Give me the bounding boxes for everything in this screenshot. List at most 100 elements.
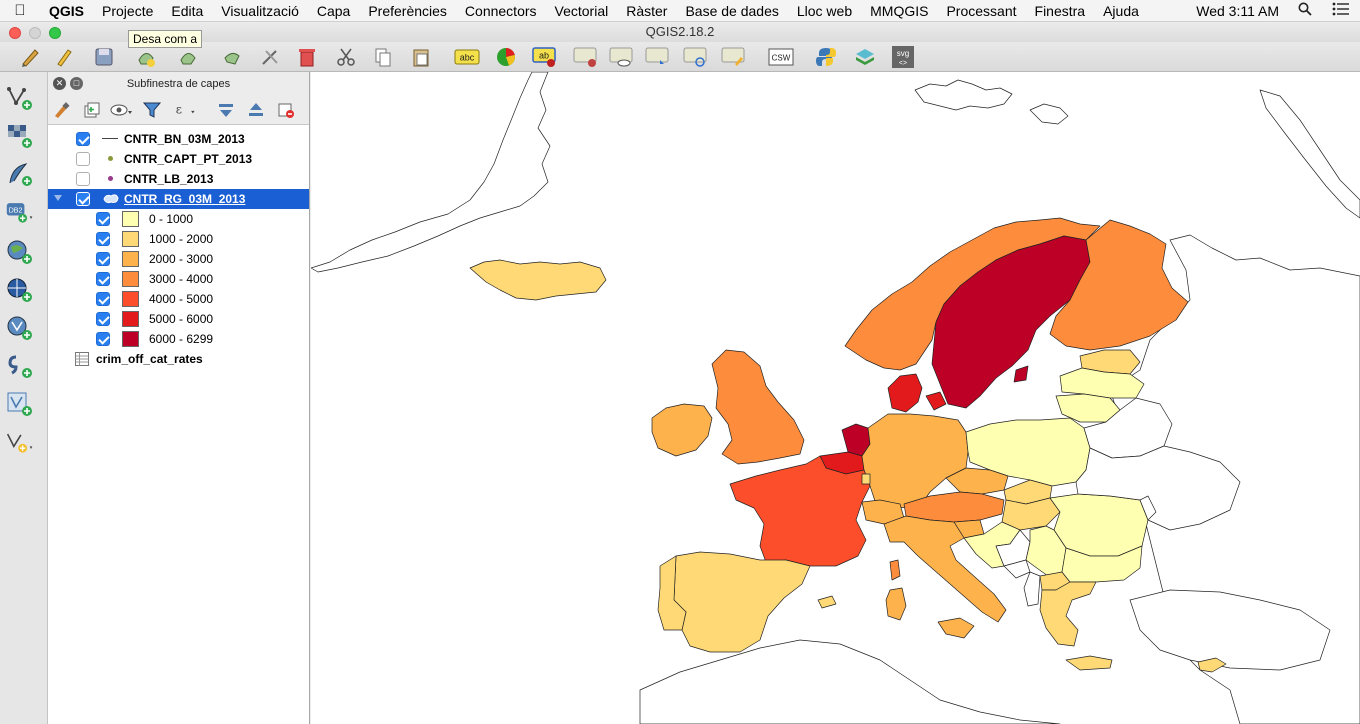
legend-class-row[interactable]: 6000 - 6299 bbox=[48, 329, 309, 349]
diagram-icon[interactable] bbox=[494, 45, 518, 69]
layer-visibility-checkbox[interactable] bbox=[76, 192, 90, 206]
add-db2-layer-icon[interactable]: DB2 bbox=[5, 198, 35, 226]
class-visibility-checkbox[interactable] bbox=[96, 312, 110, 326]
add-group-icon[interactable] bbox=[80, 100, 104, 120]
filter-legend-icon[interactable] bbox=[140, 100, 164, 120]
add-spatialite-layer-icon[interactable] bbox=[5, 160, 35, 188]
layer-item-cntr-rg[interactable]: CNTR_RG_03M_2013 bbox=[48, 189, 309, 209]
menu-capa[interactable]: Capa bbox=[316, 2, 351, 19]
expand-all-icon[interactable] bbox=[214, 100, 238, 120]
cut-features-icon[interactable] bbox=[334, 45, 358, 69]
legend-class-row[interactable]: 5000 - 6000 bbox=[48, 309, 309, 329]
country-ukraine bbox=[1075, 445, 1241, 531]
class-visibility-checkbox[interactable] bbox=[96, 272, 110, 286]
add-wfs-layer-icon[interactable] bbox=[5, 314, 35, 342]
python-console-icon[interactable] bbox=[814, 45, 838, 69]
menu-processant[interactable]: Processant bbox=[946, 2, 1017, 19]
highlight-pinned-labels-icon[interactable] bbox=[573, 45, 599, 69]
copy-features-icon[interactable] bbox=[371, 45, 395, 69]
menu-projecte[interactable]: Projecte bbox=[102, 2, 154, 19]
delete-selected-icon[interactable] bbox=[295, 45, 319, 69]
class-visibility-checkbox[interactable] bbox=[96, 232, 110, 246]
menu-app[interactable]: QGIS bbox=[49, 2, 85, 19]
class-visibility-checkbox[interactable] bbox=[96, 292, 110, 306]
menu-vectorial[interactable]: Vectorial bbox=[554, 2, 609, 19]
class-visibility-checkbox[interactable] bbox=[96, 332, 110, 346]
menu-edita[interactable]: Edita bbox=[171, 2, 204, 19]
float-panel-icon[interactable]: □ bbox=[70, 77, 83, 90]
node-tool-icon[interactable] bbox=[220, 45, 244, 69]
minimize-window-button[interactable] bbox=[29, 27, 41, 39]
delete-selected-tools-icon[interactable] bbox=[258, 45, 282, 69]
menu-connectors[interactable]: Connectors bbox=[464, 2, 537, 19]
menu-base-de-dades[interactable]: Base de dades bbox=[685, 2, 779, 19]
spotlight-search-icon[interactable] bbox=[1288, 2, 1322, 19]
menu-mmqgis[interactable]: MMQGIS bbox=[870, 2, 929, 19]
legend-class-row[interactable]: 0 - 1000 bbox=[48, 209, 309, 229]
new-shapefile-layer-icon[interactable] bbox=[5, 428, 35, 456]
layer-item-cntr-lb[interactable]: CNTR_LB_2013 bbox=[48, 169, 309, 189]
class-swatch bbox=[122, 311, 139, 327]
menu-finestra[interactable]: Finestra bbox=[1034, 2, 1086, 19]
rotate-label-icon[interactable] bbox=[683, 45, 709, 69]
europe-choropleth-map[interactable] bbox=[311, 72, 1360, 724]
layer-visibility-checkbox[interactable] bbox=[76, 152, 90, 166]
notification-center-icon[interactable] bbox=[1322, 2, 1360, 19]
collapse-arrow-icon[interactable] bbox=[54, 195, 62, 201]
layer-item-crim-rates[interactable]: crim_off_cat_rates bbox=[48, 349, 309, 369]
main-toolbar: abc ab CSW svg <> bbox=[0, 42, 1360, 72]
remove-layer-icon[interactable] bbox=[274, 100, 298, 120]
legend-class-row[interactable]: 4000 - 5000 bbox=[48, 289, 309, 309]
class-swatch bbox=[122, 271, 139, 287]
class-visibility-checkbox[interactable] bbox=[96, 212, 110, 226]
filter-by-expression-icon[interactable]: ε bbox=[174, 100, 198, 120]
legend-class-row[interactable]: 1000 - 2000 bbox=[48, 229, 309, 249]
menu-ajuda[interactable]: Ajuda bbox=[1103, 2, 1139, 19]
class-visibility-checkbox[interactable] bbox=[96, 252, 110, 266]
country-portugal bbox=[657, 555, 687, 631]
add-wms-layer-icon[interactable] bbox=[5, 238, 35, 266]
close-panel-icon[interactable]: ✕ bbox=[53, 77, 66, 90]
line-symbol-icon bbox=[102, 138, 118, 139]
map-canvas[interactable] bbox=[311, 72, 1360, 724]
menu-raster[interactable]: Ràster bbox=[626, 2, 668, 19]
add-vector-layer-icon[interactable] bbox=[5, 84, 35, 112]
add-virtual-layer-icon[interactable] bbox=[5, 390, 35, 418]
show-hide-labels-icon[interactable] bbox=[609, 45, 635, 69]
manage-map-themes-icon[interactable] bbox=[110, 100, 134, 120]
move-feature-icon[interactable] bbox=[176, 45, 200, 69]
add-delimited-text-layer-icon[interactable] bbox=[5, 352, 35, 380]
menu-preferencies[interactable]: Preferències bbox=[368, 2, 447, 19]
menubar-clock[interactable]: Wed 3:11 AM bbox=[1196, 2, 1279, 19]
layer-name: CNTR_RG_03M_2013 bbox=[124, 192, 246, 206]
layer-visibility-checkbox[interactable] bbox=[76, 132, 90, 146]
move-label-icon[interactable] bbox=[645, 45, 671, 69]
save-layer-edits-icon[interactable] bbox=[92, 45, 116, 69]
svg-export-icon[interactable]: svg <> bbox=[891, 45, 915, 69]
metasearch-csw-icon[interactable]: CSW bbox=[768, 45, 794, 69]
open-layer-styling-icon[interactable] bbox=[50, 100, 74, 120]
zoom-window-button[interactable] bbox=[49, 27, 61, 39]
add-feature-icon[interactable] bbox=[134, 45, 158, 69]
layer-item-cntr-capt[interactable]: CNTR_CAPT_PT_2013 bbox=[48, 149, 309, 169]
add-wcs-layer-icon[interactable] bbox=[5, 276, 35, 304]
current-edits-icon[interactable] bbox=[18, 45, 42, 69]
legend-class-row[interactable]: 3000 - 4000 bbox=[48, 269, 309, 289]
menu-lloc-web[interactable]: Lloc web bbox=[796, 2, 853, 19]
layer-stack-plugin-icon[interactable] bbox=[853, 45, 877, 69]
toggle-editing-icon[interactable] bbox=[52, 45, 76, 69]
legend-class-row[interactable]: 2000 - 3000 bbox=[48, 249, 309, 269]
close-window-button[interactable] bbox=[9, 27, 21, 39]
collapse-all-icon[interactable] bbox=[244, 100, 268, 120]
add-raster-layer-icon[interactable] bbox=[5, 122, 35, 150]
class-label: 3000 - 4000 bbox=[149, 272, 214, 286]
menu-visualitzacio[interactable]: Visualització bbox=[221, 2, 299, 19]
pin-labels-icon[interactable]: ab bbox=[532, 45, 558, 69]
apple-icon[interactable]:  bbox=[0, 2, 40, 19]
point-symbol-icon bbox=[108, 156, 113, 161]
layer-item-cntr-bn[interactable]: CNTR_BN_03M_2013 bbox=[48, 129, 309, 149]
layer-labeling-icon[interactable]: abc bbox=[454, 45, 480, 69]
paste-features-icon[interactable] bbox=[409, 45, 433, 69]
change-label-icon[interactable] bbox=[721, 45, 747, 69]
layer-visibility-checkbox[interactable] bbox=[76, 172, 90, 186]
